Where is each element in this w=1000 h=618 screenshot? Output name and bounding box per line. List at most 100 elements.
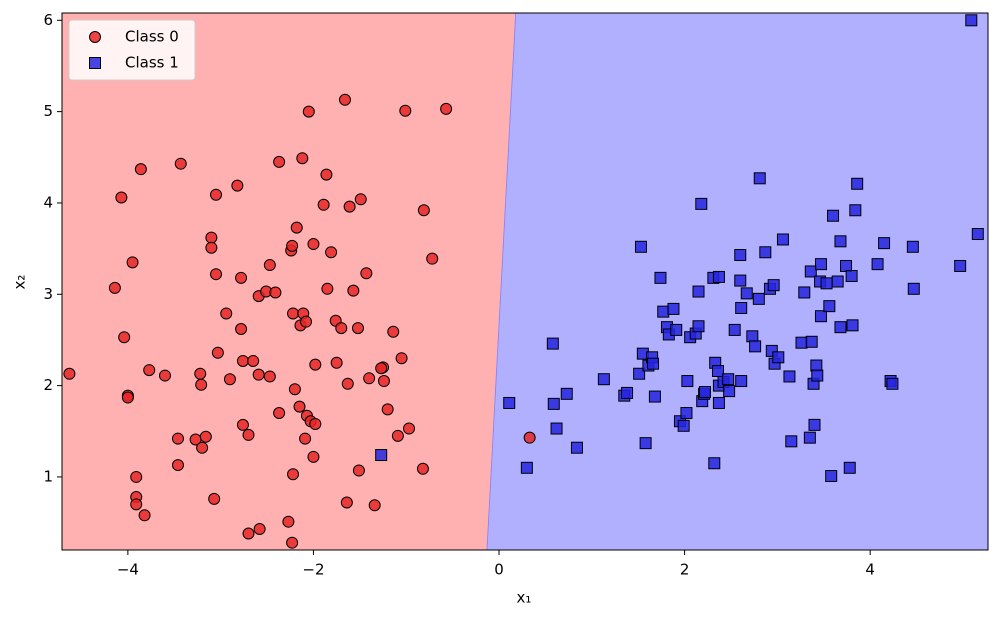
point — [597, 373, 610, 386]
point — [547, 397, 560, 410]
point — [210, 268, 223, 281]
point — [734, 274, 747, 287]
point — [417, 204, 430, 217]
point — [840, 259, 853, 272]
point — [712, 396, 725, 409]
point — [886, 377, 899, 390]
point — [130, 470, 143, 483]
point — [130, 498, 143, 511]
x-tick-label: 2 — [680, 561, 690, 579]
point — [783, 370, 796, 383]
point — [143, 364, 156, 377]
point — [752, 292, 765, 305]
point — [954, 259, 967, 272]
y-tick-label: 3 — [43, 285, 53, 303]
point — [810, 359, 823, 372]
point — [814, 310, 827, 323]
y-axis-label: x₂ — [11, 275, 29, 290]
point — [723, 385, 736, 398]
point — [307, 238, 320, 251]
point — [680, 407, 693, 420]
x-tick-label: −4 — [117, 561, 139, 579]
point — [699, 386, 712, 399]
legend-label: Class 1 — [125, 54, 179, 72]
point — [290, 221, 303, 234]
point — [728, 323, 741, 336]
point — [560, 387, 573, 400]
plot-frame — [61, 12, 989, 551]
legend-marker — [89, 31, 101, 43]
point — [360, 267, 373, 280]
point — [391, 429, 404, 442]
point — [263, 259, 276, 272]
point — [363, 372, 376, 385]
point — [785, 435, 798, 448]
point — [381, 403, 394, 416]
point — [194, 367, 207, 380]
point — [115, 191, 128, 204]
point — [740, 287, 753, 300]
point — [811, 369, 824, 382]
point — [121, 391, 134, 404]
point — [722, 373, 735, 386]
point — [317, 198, 330, 211]
point — [735, 301, 748, 314]
point — [368, 499, 381, 512]
point — [845, 270, 858, 283]
point — [820, 277, 833, 290]
point — [293, 400, 306, 413]
point — [403, 422, 416, 435]
point — [798, 286, 811, 299]
point — [550, 422, 563, 435]
point — [681, 375, 694, 388]
point — [440, 102, 453, 115]
point — [416, 462, 429, 475]
point — [108, 281, 121, 294]
point — [195, 378, 208, 391]
point — [387, 325, 400, 338]
point — [814, 258, 827, 271]
point — [300, 315, 313, 328]
point — [639, 437, 652, 450]
point — [823, 300, 836, 313]
point — [302, 105, 315, 118]
point — [753, 172, 766, 185]
point — [351, 322, 364, 335]
point — [309, 417, 322, 430]
y-tick-label: 5 — [43, 102, 53, 120]
x-axis-label: x₁ — [517, 589, 532, 607]
point — [426, 252, 439, 265]
point — [343, 200, 356, 213]
point — [273, 407, 286, 420]
point — [831, 275, 844, 288]
point — [171, 459, 184, 472]
point — [834, 321, 847, 334]
point — [253, 522, 266, 535]
point — [695, 197, 708, 210]
point — [296, 152, 309, 165]
point — [657, 305, 670, 318]
point — [375, 362, 388, 375]
x-tick-label: −2 — [302, 561, 324, 579]
point — [352, 464, 365, 477]
point — [765, 344, 778, 357]
point — [827, 209, 840, 222]
legend-label: Class 0 — [125, 28, 179, 46]
point — [205, 231, 218, 244]
point — [118, 331, 131, 344]
point — [287, 307, 300, 320]
point — [795, 336, 808, 349]
point — [692, 285, 705, 298]
point — [320, 168, 333, 181]
point — [235, 322, 248, 335]
point — [340, 496, 353, 509]
point — [906, 240, 919, 253]
point — [196, 441, 209, 454]
y-tick-label: 6 — [43, 11, 53, 29]
point — [843, 461, 856, 474]
point — [749, 340, 762, 353]
point — [205, 241, 218, 254]
point — [347, 284, 360, 297]
legend-marker — [89, 57, 101, 69]
